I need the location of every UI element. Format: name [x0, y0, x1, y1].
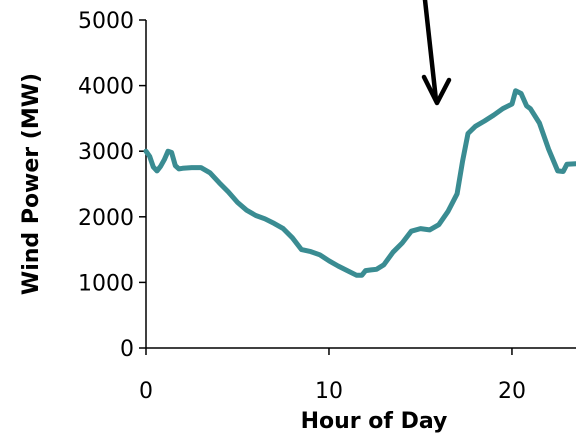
y-tick-label: 5000	[78, 9, 134, 34]
y-tick-label: 0	[120, 337, 134, 362]
x-axis-title: Hour of Day	[301, 409, 448, 434]
x-axis-ticks: 0 10 20	[139, 348, 526, 404]
x-tick-label: 20	[498, 379, 526, 404]
y-tick-label: 1000	[78, 271, 134, 296]
y-axis-title: Wind Power (MW)	[19, 73, 44, 295]
y-tick-label: 2000	[78, 206, 134, 231]
plot-area	[143, 88, 576, 278]
x-tick-label: 10	[315, 379, 343, 404]
arrow-annotation	[421, 0, 452, 106]
y-tick-label: 3000	[78, 140, 134, 165]
y-axis-ticks: 0 1000 2000 3000 4000 5000	[78, 9, 146, 362]
series-line	[143, 88, 576, 278]
axes	[145, 20, 576, 349]
x-tick-label: 0	[139, 379, 153, 404]
y-tick-label: 4000	[78, 75, 134, 100]
